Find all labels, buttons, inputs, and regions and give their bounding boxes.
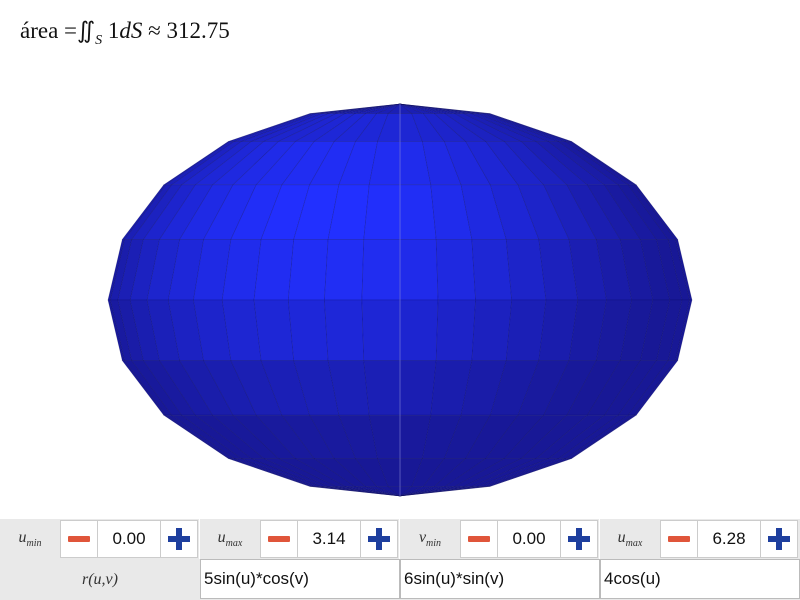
decrement-button[interactable] — [260, 520, 298, 558]
y-function-input[interactable]: 6sin(u)*sin(v) — [400, 559, 600, 599]
surface-patch — [324, 239, 365, 301]
param-v-min: vmin 0.00 — [400, 519, 600, 559]
plus-icon — [368, 528, 390, 550]
param-value[interactable]: 0.00 — [98, 520, 160, 558]
area-value: ≈ 312.75 — [148, 18, 230, 43]
param-value[interactable]: 0.00 — [498, 520, 560, 558]
z-function-input[interactable]: 4cos(u) — [600, 559, 800, 599]
surface-patch — [471, 239, 513, 301]
param-value[interactable]: 6.28 — [698, 520, 760, 558]
param-label: umax — [217, 528, 243, 550]
integral-subscript: S — [95, 33, 103, 48]
surface-patch — [287, 239, 329, 301]
plus-icon — [768, 528, 790, 550]
param-label: umax — [617, 528, 643, 550]
surface-patch — [399, 184, 437, 240]
integral-sign: ∬ — [77, 18, 96, 43]
surface-patch — [253, 239, 295, 301]
area-formula: área =∬S 1dS ≈ 312.75 — [20, 18, 230, 49]
x-function-input[interactable]: 5sin(u)*cos(v) — [200, 559, 400, 599]
minus-icon — [668, 536, 690, 542]
decrement-button[interactable] — [460, 520, 498, 558]
function-row: r(u,v) 5sin(u)*cos(v) 6sin(u)*sin(v) 4co… — [0, 559, 800, 600]
param-u-max: umax 3.14 — [200, 519, 400, 559]
increment-button[interactable] — [360, 520, 398, 558]
decrement-button[interactable] — [60, 520, 98, 558]
surface-patch — [345, 486, 401, 497]
minus-icon — [68, 536, 90, 542]
surface-patch — [310, 486, 401, 497]
surface-patch — [316, 486, 401, 497]
ellipsoid-surface — [107, 103, 693, 497]
decrement-button[interactable] — [660, 520, 698, 558]
minus-icon — [268, 536, 290, 542]
surface-patch — [253, 299, 295, 361]
surface-patch — [471, 299, 513, 361]
surface-patch — [328, 486, 401, 497]
surface-patch — [376, 486, 401, 497]
surface-patch — [399, 299, 439, 361]
surface-patch — [354, 486, 401, 497]
minus-icon — [468, 536, 490, 542]
surface-patch — [324, 299, 365, 361]
surface-patch — [435, 299, 476, 361]
surface-patch — [287, 299, 329, 361]
surface-patch — [312, 486, 401, 497]
differential: dS — [119, 18, 143, 43]
surface-patch — [321, 486, 401, 497]
controls-panel: umin 0.00 umax 3.14 vmin 0.00 umax 6.28 … — [0, 519, 800, 600]
param-label: umin — [18, 528, 42, 550]
formula-prefix: área = — [20, 18, 78, 43]
surface-patch — [435, 239, 476, 301]
surface-patch — [336, 486, 401, 497]
integrand: 1 — [107, 18, 120, 43]
surface-patch — [309, 486, 401, 497]
plus-icon — [168, 528, 190, 550]
increment-button[interactable] — [760, 520, 798, 558]
surface-patch — [361, 239, 401, 301]
param-u-min: umin 0.00 — [0, 519, 200, 559]
param-value[interactable]: 3.14 — [298, 520, 360, 558]
plus-icon — [568, 528, 590, 550]
increment-button[interactable] — [160, 520, 198, 558]
parameter-row: umin 0.00 umax 3.14 vmin 0.00 umax 6.28 — [0, 519, 800, 559]
increment-button[interactable] — [560, 520, 598, 558]
surface-patch — [363, 360, 401, 416]
surface-patch — [361, 299, 401, 361]
param-label: vmin — [418, 528, 442, 550]
surface-canvas[interactable] — [0, 0, 800, 519]
surface-patch — [399, 239, 439, 301]
surface-patch — [399, 360, 437, 416]
surface-patch — [365, 486, 401, 497]
param-v-max: umax 6.28 — [600, 519, 800, 559]
function-label: r(u,v) — [82, 570, 118, 588]
surface-patch — [363, 184, 401, 240]
surface-patch — [399, 486, 491, 497]
